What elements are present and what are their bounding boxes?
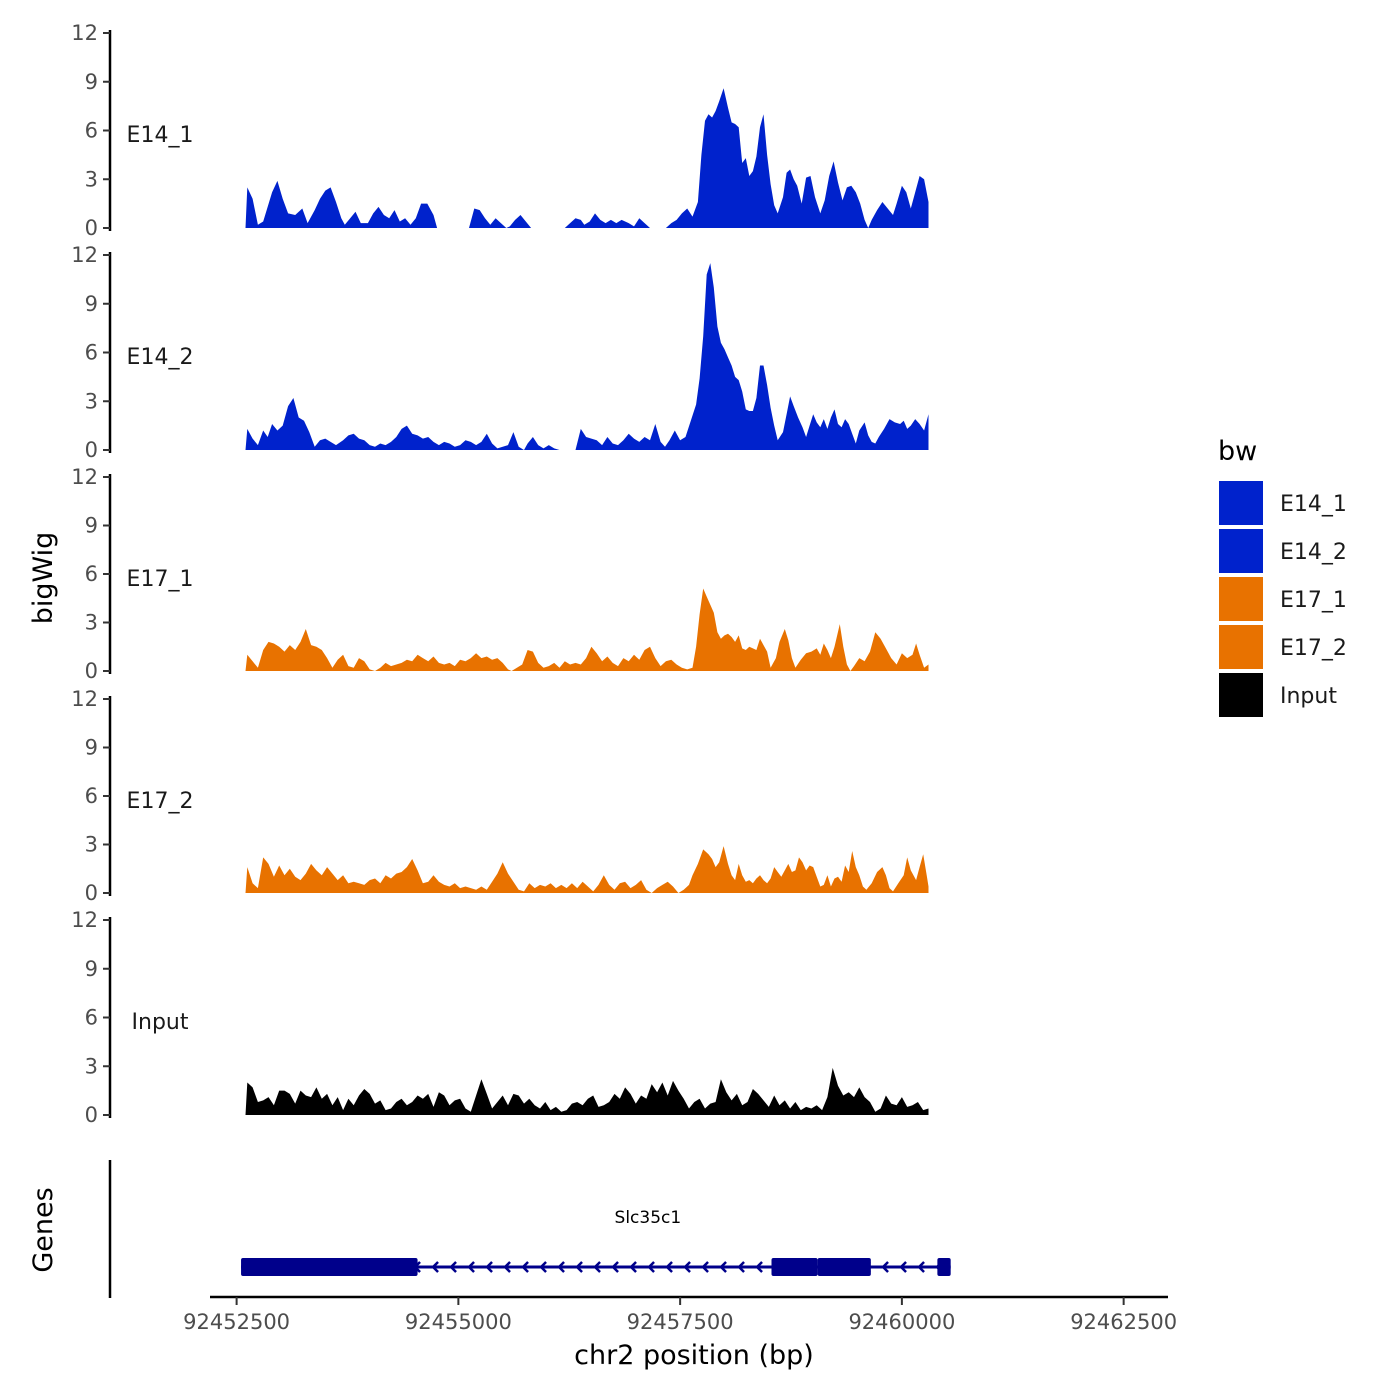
strand-chevron (755, 1261, 763, 1273)
y-tick-label: 6 (85, 341, 98, 365)
gene-panel: Slc35c1 (108, 1160, 951, 1298)
strand-chevron (593, 1261, 601, 1273)
y-tick-label: 6 (85, 562, 98, 586)
area-e17-1 (245, 588, 929, 671)
strand-chevron (737, 1261, 745, 1273)
strand-chevron (629, 1261, 637, 1273)
y-tick-label: 3 (85, 167, 98, 191)
x-axis: 92452500 92455000 92457500 92460000 92462500 (183, 1295, 1177, 1334)
track-e14-2: 0 3 6 9 12 E14_2 (71, 243, 929, 462)
y-tick-label: 9 (85, 957, 98, 981)
x-tick-label: 92455000 (405, 1310, 512, 1334)
legend: bw E14_1 E14_2 E17_1 E17_2 Input (1217, 436, 1347, 719)
track-label-e14-2: E14_2 (127, 345, 194, 370)
track-label-e17-2: E17_2 (127, 789, 194, 814)
y-tick-label: 0 (85, 1103, 98, 1127)
y-tick-label: 3 (85, 389, 98, 413)
legend-swatch (1217, 623, 1265, 671)
legend-label: E17_1 (1280, 588, 1347, 613)
legend-label: E14_2 (1280, 540, 1347, 565)
strand-chevron (881, 1261, 889, 1273)
y-tick-label: 12 (71, 21, 98, 45)
legend-item-e14-1: E14_1 (1217, 479, 1347, 527)
track-label-e14-1: E14_1 (127, 123, 194, 148)
x-tick-label: 92460000 (848, 1310, 955, 1334)
gene-name-label: Slc35c1 (615, 1208, 682, 1228)
area-e14-1 (245, 88, 929, 228)
strand-chevron (917, 1261, 925, 1273)
legend-swatch (1217, 671, 1265, 719)
strand-chevron (665, 1261, 673, 1273)
strand-chevron (899, 1261, 907, 1273)
track-e17-2: 0 3 6 9 12 E17_2 (71, 687, 929, 905)
strand-chevron (431, 1261, 439, 1273)
strand-chevron (503, 1261, 511, 1273)
track-label-input: Input (132, 1010, 189, 1035)
area-e14-2 (245, 263, 929, 450)
y-tick-label: 12 (71, 687, 98, 711)
legend-swatch (1217, 479, 1265, 527)
y-tick-label: 12 (71, 908, 98, 932)
strand-chevron (719, 1261, 727, 1273)
legend-label: Input (1280, 684, 1337, 709)
y-tick-label: 0 (85, 216, 98, 240)
strand-chevron (611, 1261, 619, 1273)
legend-item-e17-2: E17_2 (1217, 623, 1347, 671)
x-tick-label: 92462500 (1070, 1310, 1177, 1334)
y-tick-label: 12 (71, 465, 98, 489)
legend-item-input: Input (1217, 671, 1337, 719)
strand-chevron (485, 1261, 493, 1273)
y-tick-label: 6 (85, 784, 98, 808)
y-tick-label: 12 (71, 243, 98, 267)
y-tick-label: 3 (85, 611, 98, 635)
area-e17-2 (245, 846, 929, 893)
y-tick-label: 3 (85, 833, 98, 857)
area-input (245, 1067, 929, 1115)
y-tick-label: 0 (85, 438, 98, 462)
strand-chevron (701, 1261, 709, 1273)
gene-exon (817, 1258, 871, 1276)
gene-exon (937, 1258, 951, 1276)
strand-chevron (575, 1261, 583, 1273)
y-tick-label: 0 (85, 881, 98, 905)
y-tick-label: 9 (85, 70, 98, 94)
legend-label: E17_2 (1280, 636, 1347, 661)
gene-slc35c1: Slc35c1 (241, 1208, 951, 1276)
strand-chevron (521, 1261, 529, 1273)
track-e17-1: 0 3 6 9 12 E17_1 (71, 465, 929, 683)
y-tick-label: 3 (85, 1054, 98, 1078)
x-tick-label: 92457500 (627, 1310, 734, 1334)
track-input: 0 3 6 9 12 Input (71, 908, 929, 1127)
legend-swatch (1217, 575, 1265, 623)
legend-label: E14_1 (1280, 492, 1347, 517)
y-tick-label: 0 (85, 659, 98, 683)
y-tick-label: 9 (85, 514, 98, 538)
legend-item-e17-1: E17_1 (1217, 575, 1347, 623)
legend-item-e14-2: E14_2 (1217, 527, 1347, 575)
strand-chevron (683, 1261, 691, 1273)
x-tick-label: 92452500 (183, 1310, 290, 1334)
gene-panel-title: Genes (28, 1187, 59, 1272)
legend-swatch (1217, 527, 1265, 575)
y-axis-title: bigWig (28, 532, 59, 625)
x-axis-title: chr2 position (bp) (574, 1340, 814, 1371)
strand-chevron (557, 1261, 565, 1273)
strand-chevron (539, 1261, 547, 1273)
strand-chevron (647, 1261, 655, 1273)
strand-chevron (467, 1261, 475, 1273)
strand-chevron (449, 1261, 457, 1273)
y-tick-label: 6 (85, 119, 98, 143)
gene-exon (241, 1258, 418, 1276)
signal-tracks: 0 3 6 9 12 E14_1 0 3 6 9 12 E14_2 0 3 6 9 12 E17_1 0 3 6 9 12 E… (71, 21, 929, 1127)
y-tick-label: 6 (85, 1006, 98, 1030)
gene-exon (771, 1258, 818, 1276)
legend-title: bw (1218, 436, 1257, 467)
y-tick-label: 9 (85, 292, 98, 316)
y-tick-label: 9 (85, 736, 98, 760)
track-e14-1: 0 3 6 9 12 E14_1 (71, 21, 929, 240)
track-label-e17-1: E17_1 (127, 567, 194, 592)
